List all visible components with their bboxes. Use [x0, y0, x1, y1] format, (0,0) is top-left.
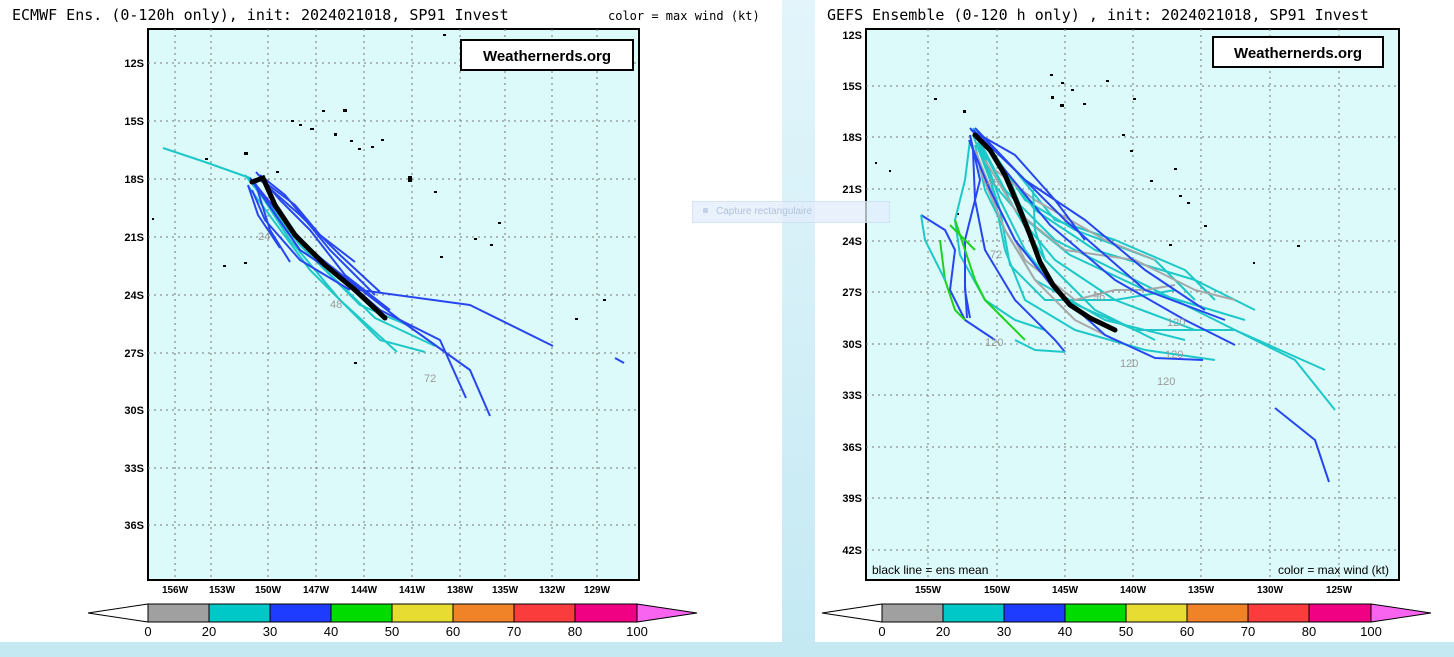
- gefs-lat-label: 36S: [842, 442, 862, 454]
- ecmwf-track-label: 24: [258, 231, 270, 243]
- ecmwf-lon-label: 150W: [255, 585, 282, 596]
- gefs-lat-label: 39S: [842, 493, 862, 505]
- gefs-lat-label: 30S: [842, 339, 862, 351]
- gefs-lon-label: 155W: [915, 585, 942, 596]
- ecmwf-lon-label: 135W: [492, 585, 519, 596]
- ecmwf-track-label: 72: [424, 373, 436, 385]
- colorbar-tick: 30: [263, 624, 277, 639]
- colorbar-tick: 70: [1241, 624, 1255, 639]
- gefs-ensemble-mean: [972, 132, 1118, 333]
- ecmwf-lat-label: 36S: [124, 520, 144, 532]
- ecmwf-colorbar: [87, 603, 698, 623]
- gefs-track-label: 120: [985, 337, 1003, 349]
- gefs-lat-label: 18S: [842, 132, 862, 144]
- gefs-lat-label: 24S: [842, 236, 862, 248]
- colorbar-tick: 40: [324, 624, 338, 639]
- colorbar-tick: 20: [936, 624, 950, 639]
- capture-tooltip: Capture rectangulaire: [692, 201, 890, 223]
- colorbar-tick: 0: [878, 624, 885, 639]
- ecmwf-track-label: 48: [330, 299, 342, 311]
- ecmwf-title: ECMWF Ens. (0-120h only), init: 20240210…: [12, 6, 509, 24]
- gefs-lon-label: 125W: [1326, 585, 1353, 596]
- ecmwf-lon-label: 147W: [303, 585, 330, 596]
- ecmwf-lat-label: 15S: [124, 116, 144, 128]
- colorbar-tick: 60: [446, 624, 460, 639]
- gefs-lon-label: 135W: [1188, 585, 1215, 596]
- colorbar-tick: 20: [202, 624, 216, 639]
- gefs-track-label: 96: [1093, 291, 1105, 303]
- ecmwf-watermark-box: [460, 39, 634, 71]
- colorbar-tick: 100: [626, 624, 648, 639]
- gefs-lon-label: 130W: [1257, 585, 1284, 596]
- ecmwf-lon-label: 153W: [209, 585, 236, 596]
- colorbar-tick: 30: [997, 624, 1011, 639]
- ecmwf-lat-label: 21S: [124, 232, 144, 244]
- colorbar-tick: 70: [507, 624, 521, 639]
- ecmwf-lat-label: 27S: [124, 348, 144, 360]
- ecmwf-lat-label: 12S: [124, 58, 144, 70]
- ecmwf-lon-label: 138W: [447, 585, 474, 596]
- colorbar-tick: 40: [1058, 624, 1072, 639]
- gefs-lat-label: 33S: [842, 390, 862, 402]
- ecmwf-islands: [152, 34, 606, 364]
- ecmwf-gridlines: [148, 29, 639, 580]
- ecmwf-map-area: [147, 28, 640, 581]
- ecmwf-lat-label: 18S: [124, 174, 144, 186]
- gefs-track-label: 120: [1157, 376, 1175, 388]
- gefs-track-label: 72: [990, 249, 1002, 261]
- gefs-track-label: 120: [1165, 349, 1183, 361]
- gefs-watermark: Weathernerds.org: [1234, 45, 1362, 62]
- gefs-lon-label: 150W: [984, 585, 1011, 596]
- gefs-track-label: 120: [1167, 317, 1185, 329]
- gefs-watermark-box: [1212, 36, 1384, 68]
- gefs-lat-label: 21S: [842, 184, 862, 196]
- colorbar-tick: 0: [144, 624, 151, 639]
- gefs-colorbar: [821, 603, 1432, 623]
- ecmwf-lat-label: 30S: [124, 405, 144, 417]
- gefs-gridlines: [866, 29, 1399, 580]
- gefs-legend-wind: color = max wind (kt): [1278, 563, 1389, 577]
- colorbar-tick: 80: [568, 624, 582, 639]
- gefs-lon-label: 145W: [1052, 585, 1079, 596]
- ecmwf-ensemble-mean: [249, 174, 388, 321]
- gefs-lat-label: 27S: [842, 287, 862, 299]
- gefs-legend-mean: black line = ens mean: [872, 563, 988, 577]
- colorbar-tick: 80: [1302, 624, 1316, 639]
- gefs-map: 12S 15S 18S 21S 24S 27S 30S 33S 36S 39S …: [821, 28, 1432, 639]
- ecmwf-lon-label: 132W: [539, 585, 566, 596]
- ecmwf-watermark: Weathernerds.org: [483, 48, 611, 65]
- gefs-lat-label: 15S: [842, 81, 862, 93]
- gefs-lat-label: 42S: [842, 545, 862, 557]
- gefs-islands: [875, 74, 1300, 264]
- gefs-panel: GEFS Ensemble (0-120 h only) , init: 202…: [815, 0, 1454, 642]
- gefs-lon-label: 140W: [1120, 585, 1147, 596]
- gefs-title: GEFS Ensemble (0-120 h only) , init: 202…: [827, 6, 1369, 24]
- capture-label: Capture rectangulaire: [716, 206, 813, 217]
- capture-icon: [703, 208, 708, 213]
- ecmwf-lon-label: 156W: [162, 585, 189, 596]
- ecmwf-panel: ECMWF Ens. (0-120h only), init: 20240210…: [12, 6, 760, 639]
- ecmwf-lat-label: 24S: [124, 290, 144, 302]
- colorbar-tick: 50: [1119, 624, 1133, 639]
- colorbar-tick: 50: [385, 624, 399, 639]
- ecmwf-lon-label: 141W: [399, 585, 426, 596]
- ecmwf-lat-label: 33S: [124, 463, 144, 475]
- colorbar-tick: 100: [1360, 624, 1382, 639]
- colorbar-tick: 60: [1180, 624, 1194, 639]
- gefs-track-label: 48: [987, 177, 999, 189]
- ecmwf-lon-label: 129W: [584, 585, 611, 596]
- gefs-lat-label: 12S: [842, 30, 862, 42]
- ecmwf-map: 12S 15S 18S 21S 24S 27S 30S 33S 36S 156W…: [87, 28, 698, 639]
- gefs-track-label: 120: [1120, 358, 1138, 370]
- ecmwf-lon-label: 144W: [351, 585, 378, 596]
- ecmwf-wind-note: color = max wind (kt): [608, 9, 760, 23]
